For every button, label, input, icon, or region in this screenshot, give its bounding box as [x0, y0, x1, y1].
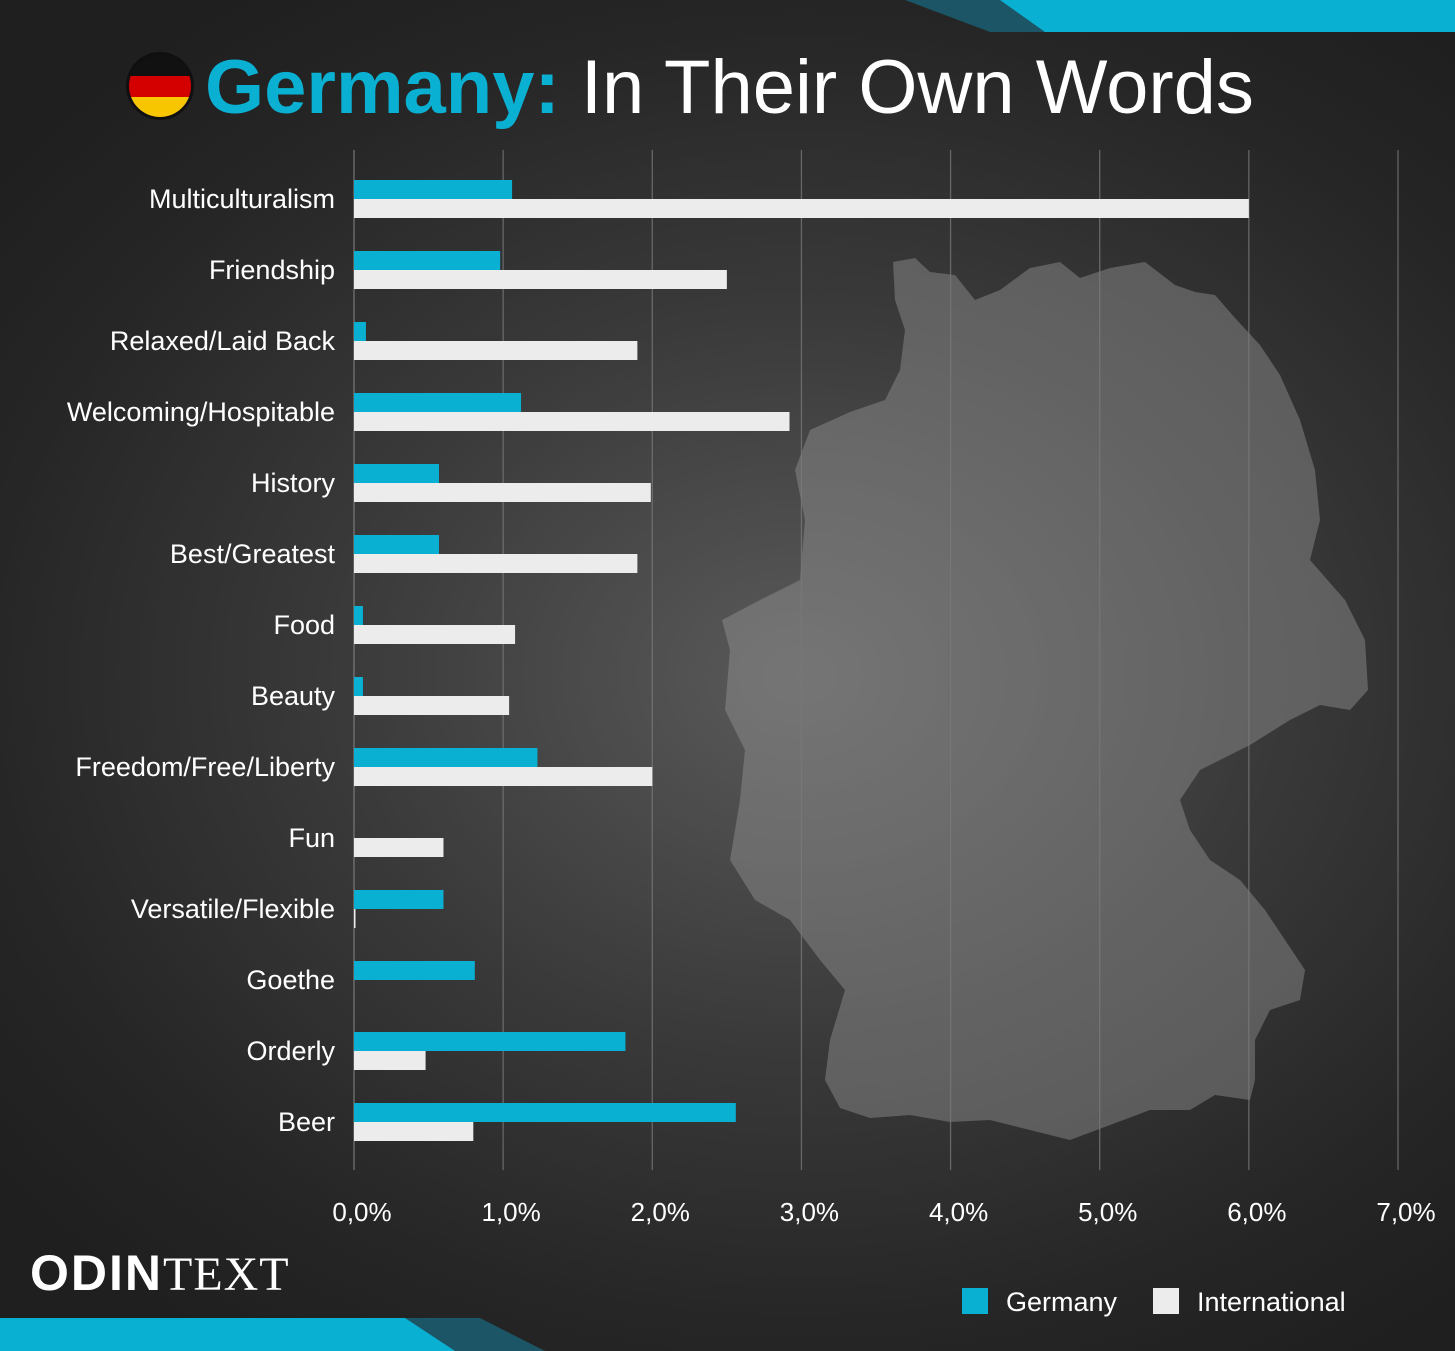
category-labels: Multiculturalism Friendship Relaxed/Laid B…	[67, 184, 336, 1137]
bar-international	[354, 1122, 474, 1141]
bar-international	[354, 412, 790, 431]
bar-germany	[354, 464, 440, 483]
category-label: Welcoming/Hospitable	[67, 397, 335, 427]
category-label: Food	[273, 610, 335, 640]
grid-lines	[353, 150, 1399, 1170]
x-tick-labels: 0,0% 1,0% 2,0% 3,0% 4,0% 5,0% 6,0% 7,0%	[332, 1197, 1435, 1227]
bar-international	[354, 341, 638, 360]
bar-germany	[354, 677, 363, 696]
bar-international	[354, 909, 356, 928]
bar-germany	[354, 606, 363, 625]
bar-international	[354, 199, 1249, 218]
category-label: Goethe	[246, 965, 335, 995]
category-label: Beauty	[251, 681, 336, 711]
page-title: Germany: In Their Own Words	[205, 45, 1254, 130]
bar-international	[354, 767, 653, 786]
bar-germany	[354, 393, 522, 412]
bottom-left-accent	[0, 1318, 545, 1351]
bar-germany	[354, 180, 513, 199]
bar-germany	[354, 1032, 626, 1051]
legend-swatch-germany	[962, 1288, 988, 1314]
germany-flag-icon	[126, 52, 194, 120]
logo-light: TEXT	[163, 1248, 290, 1301]
bar-germany	[354, 748, 538, 767]
x-tick-label: 6,0%	[1227, 1197, 1286, 1227]
category-label: Relaxed/Laid Back	[110, 326, 336, 356]
x-tick-label: 2,0%	[631, 1197, 690, 1227]
bars	[354, 180, 1249, 1141]
x-tick-label: 7,0%	[1376, 1197, 1435, 1227]
bar-international	[354, 270, 727, 289]
legend-swatch-international	[1153, 1288, 1179, 1314]
category-label: History	[251, 468, 336, 498]
legend: Germany International	[962, 1287, 1346, 1317]
logo-text: ODINTEXT	[30, 1245, 290, 1301]
title-rest: In Their Own Words	[560, 45, 1254, 130]
x-tick-label: 5,0%	[1078, 1197, 1137, 1227]
bar-germany	[354, 1103, 736, 1122]
legend-label-germany: Germany	[1006, 1287, 1118, 1317]
category-label: Freedom/Free/Liberty	[75, 752, 335, 782]
x-tick-label: 1,0%	[482, 1197, 541, 1227]
x-tick-label: 4,0%	[929, 1197, 988, 1227]
category-label: Versatile/Flexible	[131, 894, 335, 924]
bar-germany	[354, 322, 366, 341]
title-group: Germany: In Their Own Words	[126, 45, 1254, 130]
category-label: Fun	[288, 823, 335, 853]
legend-label-international: International	[1197, 1287, 1346, 1317]
x-tick-label: 0,0%	[332, 1197, 391, 1227]
germany-map-silhouette	[722, 258, 1368, 1140]
category-label: Multiculturalism	[149, 184, 335, 214]
logo-bold: ODIN	[30, 1245, 163, 1301]
bar-international	[354, 554, 638, 573]
bar-germany	[354, 890, 444, 909]
bar-international	[354, 696, 510, 715]
category-label: Beer	[278, 1107, 335, 1137]
bar-international	[354, 483, 651, 502]
bar-germany	[354, 961, 475, 980]
category-label: Orderly	[246, 1036, 335, 1066]
x-tick-label: 3,0%	[780, 1197, 839, 1227]
bar-germany	[354, 251, 501, 270]
bar-international	[354, 1051, 426, 1070]
category-label: Best/Greatest	[170, 539, 336, 569]
category-label: Friendship	[209, 255, 335, 285]
title-highlight: Germany:	[205, 45, 560, 130]
bar-international	[354, 625, 516, 644]
bar-international	[354, 838, 444, 857]
bar-germany	[354, 535, 440, 554]
top-right-accent	[905, 0, 1455, 32]
odintext-logo: ODINTEXT	[30, 1245, 290, 1301]
